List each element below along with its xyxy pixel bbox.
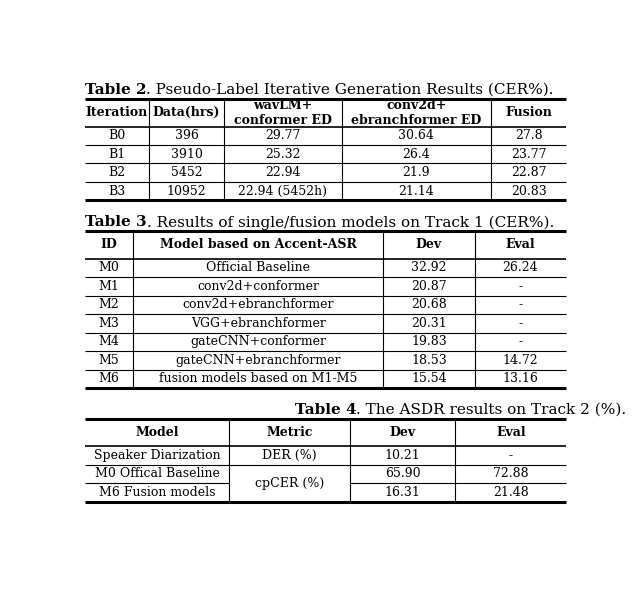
Text: Dev: Dev [389, 426, 415, 439]
Text: gateCNN+conformer: gateCNN+conformer [190, 335, 326, 349]
Text: M3: M3 [99, 317, 120, 330]
Text: Iteration: Iteration [86, 106, 148, 119]
Text: 5452: 5452 [171, 166, 202, 179]
Text: B2: B2 [108, 166, 125, 179]
Text: Data(hrs): Data(hrs) [153, 106, 220, 119]
Text: 10952: 10952 [166, 185, 206, 197]
Text: M6 Fusion models: M6 Fusion models [99, 486, 216, 499]
Text: M6: M6 [99, 372, 120, 385]
Text: 20.87: 20.87 [411, 280, 447, 293]
Text: Eval: Eval [506, 238, 535, 251]
Text: Metric: Metric [266, 426, 313, 439]
Text: wavLM+
conformer ED: wavLM+ conformer ED [234, 98, 332, 127]
Text: 22.87: 22.87 [511, 166, 547, 179]
Text: B0: B0 [108, 129, 125, 142]
Text: 23.77: 23.77 [511, 148, 547, 161]
Text: Official Baseline: Official Baseline [206, 262, 310, 274]
Text: 19.83: 19.83 [411, 335, 447, 349]
Text: 10.21: 10.21 [385, 449, 420, 462]
Text: 32.92: 32.92 [412, 262, 447, 274]
Text: 29.77: 29.77 [265, 129, 300, 142]
Text: gateCNN+ebranchformer: gateCNN+ebranchformer [175, 354, 341, 367]
Text: VGG+ebranchformer: VGG+ebranchformer [191, 317, 326, 330]
Text: Dev: Dev [416, 238, 442, 251]
Text: 26.24: 26.24 [502, 262, 538, 274]
Text: 65.90: 65.90 [385, 467, 420, 481]
Text: Speaker Diarization: Speaker Diarization [94, 449, 220, 462]
Text: conv2d+conformer: conv2d+conformer [197, 280, 319, 293]
Text: Model: Model [136, 426, 179, 439]
Text: 25.32: 25.32 [265, 148, 301, 161]
Text: 21.14: 21.14 [399, 185, 435, 197]
Text: Table 2: Table 2 [85, 83, 147, 97]
Text: M4: M4 [99, 335, 120, 349]
Text: 3910: 3910 [171, 148, 202, 161]
Text: Table 4: Table 4 [294, 403, 356, 417]
Text: Eval: Eval [496, 426, 525, 439]
Text: 20.83: 20.83 [511, 185, 547, 197]
Text: -: - [518, 298, 522, 311]
Text: 21.48: 21.48 [493, 486, 529, 499]
Text: 396: 396 [175, 129, 198, 142]
Text: 72.88: 72.88 [493, 467, 529, 481]
Text: cpCER (%): cpCER (%) [255, 476, 324, 490]
Text: . Pseudo-Label Iterative Generation Results (CER%).: . Pseudo-Label Iterative Generation Resu… [147, 83, 554, 97]
Text: fusion models based on M1-M5: fusion models based on M1-M5 [159, 372, 357, 385]
Text: Table 3: Table 3 [85, 215, 147, 229]
Text: 13.16: 13.16 [502, 372, 538, 385]
Text: -: - [518, 280, 522, 293]
Text: 30.64: 30.64 [399, 129, 435, 142]
Text: B3: B3 [108, 185, 125, 197]
Text: -: - [518, 335, 522, 349]
Text: -: - [509, 449, 513, 462]
Text: M0: M0 [99, 262, 120, 274]
Text: 22.94: 22.94 [265, 166, 301, 179]
Text: DER (%): DER (%) [262, 449, 317, 462]
Text: M0 Offical Baseline: M0 Offical Baseline [95, 467, 220, 481]
Text: 16.31: 16.31 [385, 486, 420, 499]
Text: 15.54: 15.54 [411, 372, 447, 385]
Text: 27.8: 27.8 [515, 129, 543, 142]
Text: 26.4: 26.4 [403, 148, 430, 161]
Text: Model based on Accent-ASR: Model based on Accent-ASR [160, 238, 356, 251]
Text: 20.31: 20.31 [411, 317, 447, 330]
Text: conv2d+ebranchformer: conv2d+ebranchformer [182, 298, 334, 311]
Text: conv2d+
ebranchformer ED: conv2d+ ebranchformer ED [351, 98, 481, 127]
Text: ID: ID [100, 238, 117, 251]
Text: . Results of single/fusion models on Track 1 (CER%).: . Results of single/fusion models on Tra… [147, 215, 554, 230]
Text: 22.94 (5452h): 22.94 (5452h) [238, 185, 327, 197]
Text: 21.9: 21.9 [403, 166, 430, 179]
Text: B1: B1 [108, 148, 125, 161]
Text: 20.68: 20.68 [411, 298, 447, 311]
Text: M1: M1 [99, 280, 120, 293]
Text: 14.72: 14.72 [502, 354, 538, 367]
Text: M5: M5 [99, 354, 120, 367]
Text: . The ASDR results on Track 2 (%).: . The ASDR results on Track 2 (%). [356, 403, 627, 417]
Text: Fusion: Fusion [505, 106, 552, 119]
Text: 18.53: 18.53 [411, 354, 447, 367]
Text: -: - [518, 317, 522, 330]
Text: M2: M2 [99, 298, 120, 311]
